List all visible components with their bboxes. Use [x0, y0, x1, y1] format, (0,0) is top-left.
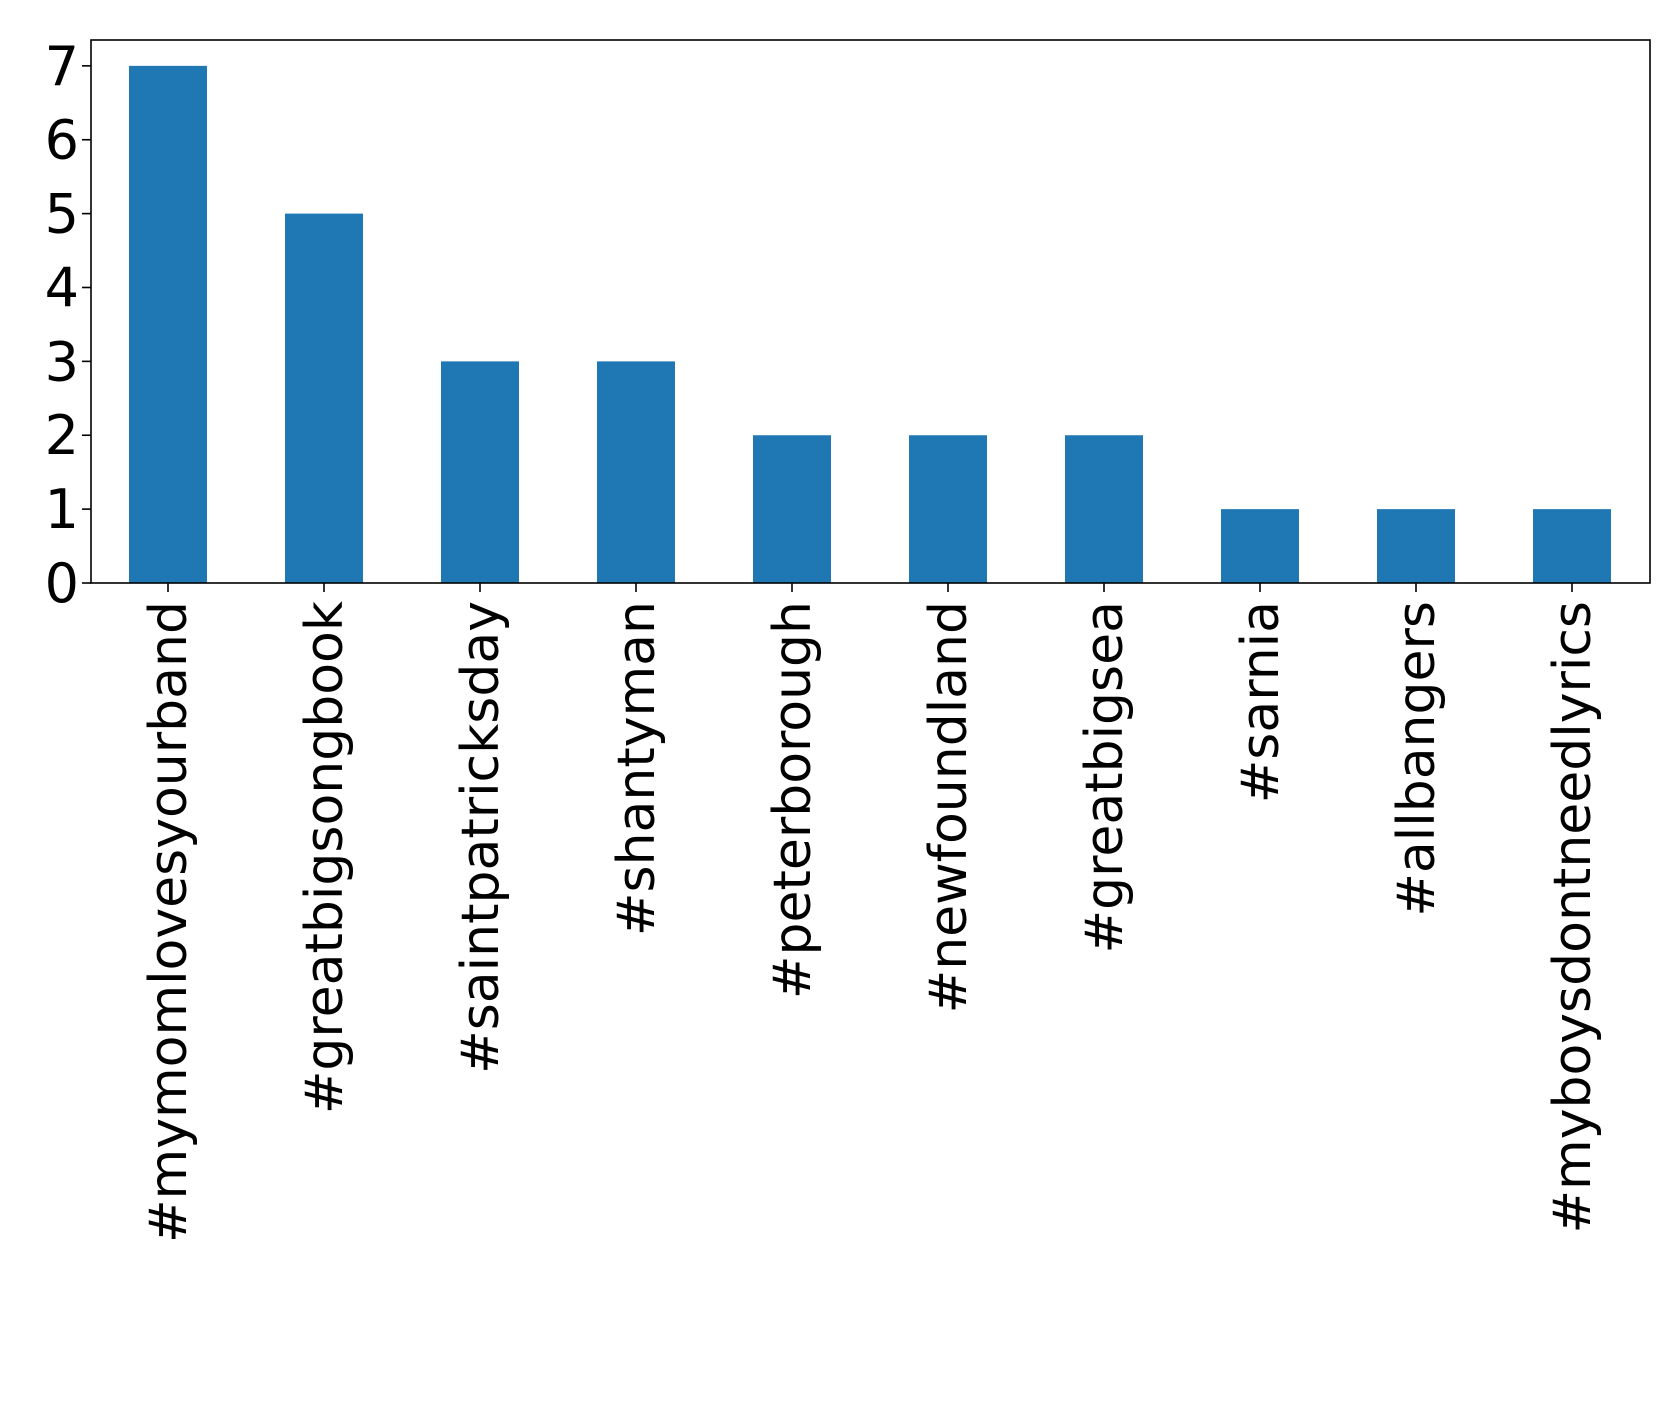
x-tick-label: #allbangers — [1387, 601, 1447, 917]
x-tick-label: #saintpatricksday — [451, 601, 511, 1074]
plot-frame — [90, 39, 1651, 584]
x-tick-label: #myboysdontneedlyrics — [1543, 601, 1603, 1234]
bar-greatbigsongbook — [285, 213, 363, 583]
y-axis: 0 1 2 3 4 5 6 7 — [45, 35, 91, 615]
bar-saintpatricksday — [441, 361, 519, 583]
y-tick-label: 6 — [45, 109, 79, 172]
bar-mymomlovesyourband — [129, 65, 207, 584]
y-tick-label: 2 — [45, 404, 79, 467]
bar-greatbigsea — [1065, 435, 1143, 583]
x-tick-label: #newfoundland — [919, 601, 979, 1013]
bar-peterborough — [753, 435, 831, 583]
x-tick-label: #peterborough — [763, 601, 823, 999]
y-tick-label: 3 — [45, 330, 79, 393]
y-tick-label: 4 — [45, 256, 79, 319]
y-tick-label: 0 — [45, 552, 79, 615]
x-tick-label: #sarnia — [1231, 601, 1291, 803]
x-tick-label: #greatbigsongbook — [295, 601, 355, 1114]
bar-allbangers — [1377, 509, 1455, 583]
y-tick-label: 7 — [45, 35, 79, 98]
bar-sarnia — [1221, 509, 1299, 583]
bar-newfoundland — [909, 435, 987, 583]
bar-shantyman — [597, 361, 675, 583]
x-tick-label: #mymomlovesyourband — [139, 601, 199, 1243]
x-tick-label: #shantyman — [607, 601, 667, 936]
y-tick-label: 5 — [45, 183, 79, 246]
x-axis: #mymomlovesyourband #greatbigsongbook #sai… — [139, 583, 1603, 1243]
bars-layer — [129, 65, 1611, 584]
y-tick-label: 1 — [45, 478, 79, 541]
x-tick-label: #greatbigsea — [1075, 601, 1135, 953]
bar-myboysdontneedlyrics — [1533, 509, 1611, 583]
